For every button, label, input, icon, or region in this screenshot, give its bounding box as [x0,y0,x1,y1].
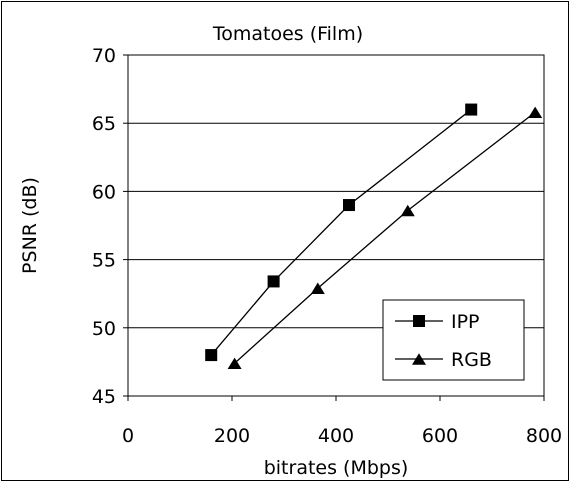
chart-title: Tomatoes (Film) [212,23,363,45]
x-tick-label: 600 [422,425,458,447]
data-point-ipp [267,275,280,288]
legend-label: IPP [451,311,480,333]
data-point-ipp [205,349,218,362]
data-point-ipp [343,199,355,212]
legend-item-rgb: RGB [395,349,492,371]
y-tick-label: 70 [92,45,116,67]
y-tick-label: 60 [92,181,116,203]
y-axis-label: PSNR (dB) [19,177,41,274]
x-tick-label: 0 [122,425,134,447]
legend-label: RGB [451,349,492,371]
x-axis-label: bitrates (Mbps) [264,457,409,479]
y-tick-label: 65 [92,113,116,135]
legend-box [382,299,525,381]
x-axis-ticks: 0 200 400 600 800 [122,396,562,447]
data-point-rgb [227,357,242,369]
data-point-rgb [528,106,543,118]
legend-marker-triangle [412,353,426,365]
legend: IPP RGB [382,299,525,381]
y-tick-label: 45 [92,386,116,408]
data-point-ipp [465,103,478,116]
series-group [205,103,543,369]
x-tick-label: 800 [526,425,562,447]
series-line-ipp [210,109,472,356]
data-point-rgb [310,282,325,294]
y-tick-label: 50 [92,318,116,340]
series-line-rgb [234,111,536,364]
legend-marker-square [413,315,425,327]
x-tick-label: 400 [318,425,354,447]
y-tick-label: 55 [92,250,116,272]
data-point-rgb [400,204,415,217]
legend-item-ipp: IPP [395,311,480,333]
x-tick-label: 200 [214,425,250,447]
y-axis-ticks: 45 50 55 60 65 70 [92,45,128,408]
